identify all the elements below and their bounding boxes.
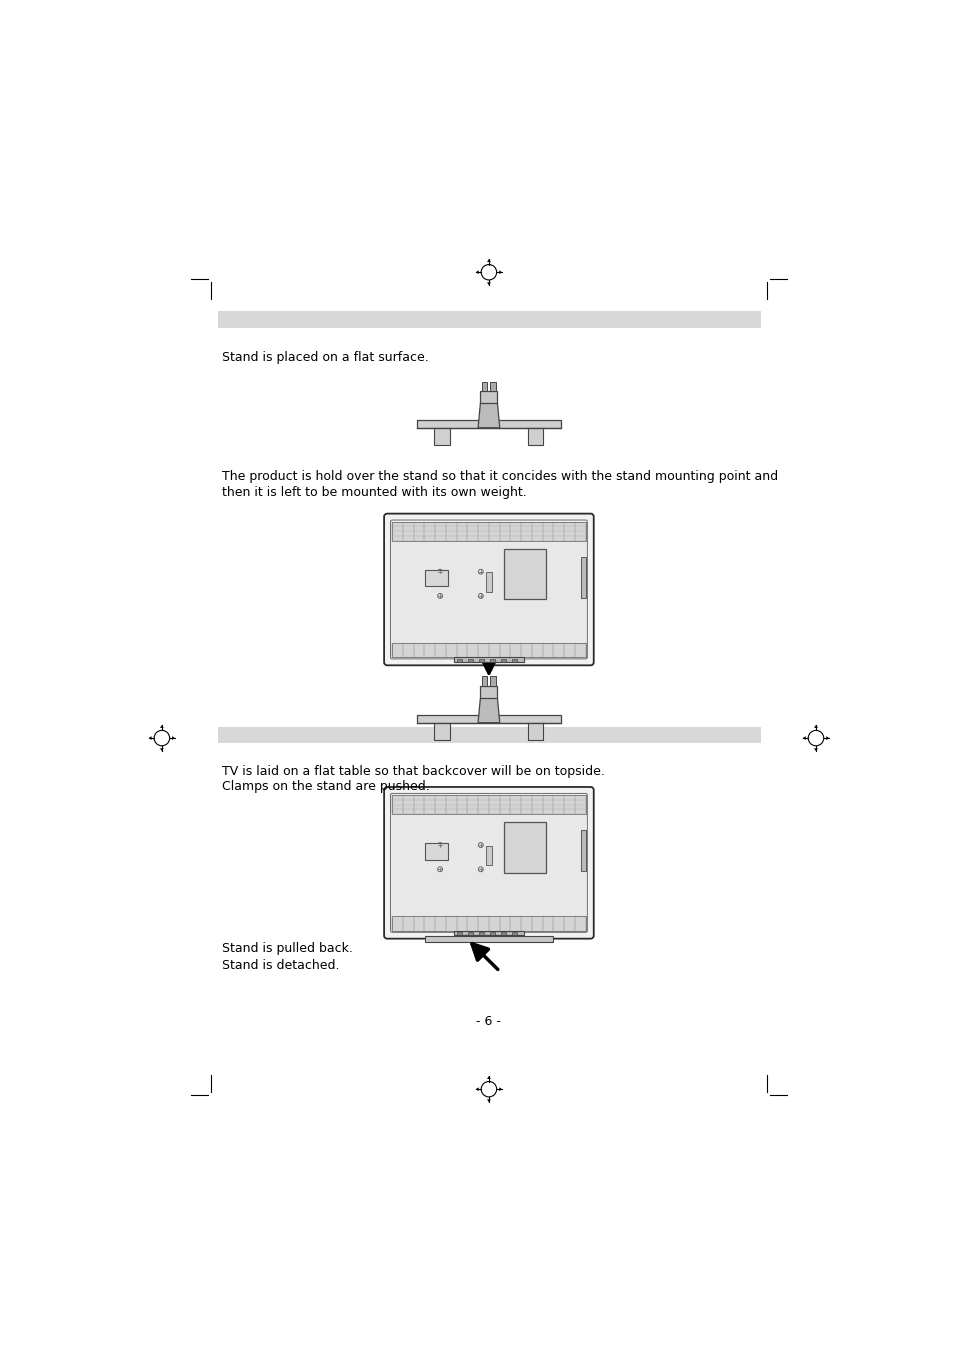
Bar (490, 381, 496, 390)
Bar (580, 557, 585, 597)
Bar (489, 932, 495, 935)
Bar (392, 521, 585, 540)
Bar (503, 549, 545, 600)
Bar (511, 932, 517, 935)
Polygon shape (149, 736, 152, 740)
Polygon shape (825, 736, 828, 740)
Text: The product is hold over the stand so that it concides with the stand mounting p: The product is hold over the stand so th… (222, 470, 778, 484)
Bar (481, 381, 487, 390)
FancyBboxPatch shape (390, 793, 587, 932)
Polygon shape (477, 698, 499, 723)
Bar (467, 659, 473, 662)
Bar (392, 815, 585, 916)
Text: Stand is detached.: Stand is detached. (222, 959, 339, 973)
Bar (416, 420, 560, 428)
Bar (392, 643, 585, 658)
Text: Clamps on the stand are pushed.: Clamps on the stand are pushed. (222, 781, 430, 793)
Polygon shape (498, 1088, 501, 1092)
Bar (434, 428, 450, 444)
Bar (454, 931, 523, 935)
Polygon shape (498, 270, 501, 274)
Bar (218, 727, 760, 743)
Text: then it is left to be mounted with its own weight.: then it is left to be mounted with its o… (222, 485, 526, 499)
Polygon shape (486, 259, 491, 262)
Bar (454, 658, 523, 662)
Bar (485, 846, 492, 865)
Bar (527, 723, 543, 739)
Polygon shape (477, 403, 499, 428)
Polygon shape (172, 736, 174, 740)
Bar (500, 932, 506, 935)
Bar (527, 428, 543, 444)
FancyBboxPatch shape (384, 513, 593, 665)
Bar (489, 659, 495, 662)
Bar (425, 843, 448, 859)
Bar (478, 932, 484, 935)
Bar (392, 916, 585, 931)
Text: TV is laid on a flat table so that backcover will be on topside.: TV is laid on a flat table so that backc… (222, 765, 604, 778)
Polygon shape (160, 748, 164, 751)
Bar (500, 659, 506, 662)
Bar (434, 723, 450, 739)
Bar (485, 573, 492, 592)
FancyBboxPatch shape (384, 788, 593, 939)
Bar (425, 570, 448, 586)
Bar (467, 932, 473, 935)
Bar (490, 677, 496, 686)
Polygon shape (486, 1077, 491, 1079)
Polygon shape (476, 270, 478, 274)
Bar (392, 540, 585, 643)
Text: - 6 -: - 6 - (476, 1016, 501, 1028)
Bar (481, 677, 487, 686)
Polygon shape (813, 748, 817, 751)
Bar (392, 794, 585, 815)
Bar (424, 936, 553, 942)
Text: Stand is placed on a flat surface.: Stand is placed on a flat surface. (222, 351, 429, 363)
Bar (456, 659, 462, 662)
Bar (218, 311, 760, 328)
Bar (503, 823, 545, 873)
Bar (580, 831, 585, 871)
Text: Stand is pulled back.: Stand is pulled back. (222, 942, 353, 955)
Polygon shape (160, 725, 164, 728)
Polygon shape (486, 282, 491, 285)
Bar (456, 932, 462, 935)
Bar (416, 715, 560, 723)
Bar (478, 659, 484, 662)
Bar (480, 686, 497, 698)
Polygon shape (813, 725, 817, 728)
Polygon shape (476, 1088, 478, 1092)
FancyBboxPatch shape (390, 520, 587, 659)
Polygon shape (486, 1100, 491, 1102)
Bar (511, 659, 517, 662)
Polygon shape (802, 736, 805, 740)
Bar (480, 390, 497, 403)
